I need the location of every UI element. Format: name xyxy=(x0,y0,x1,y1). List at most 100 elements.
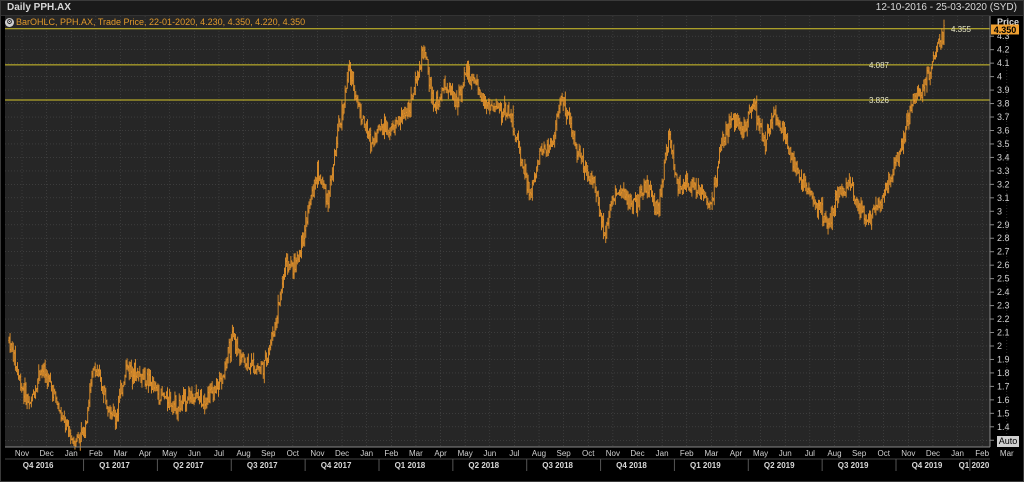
time-axis: Nov Dec Jan Feb Mar Apr May Jun Jul Aug Sep Oct Nov D… xyxy=(5,446,1014,471)
legend-settings-icon[interactable]: ⚙ xyxy=(5,18,14,27)
ohlc-bar xyxy=(323,180,325,190)
month-label: Mar xyxy=(114,449,128,458)
month-label: Dec xyxy=(335,449,349,458)
ohlc-bar xyxy=(236,336,239,356)
quarter-label: Q1 2018 xyxy=(395,461,426,470)
y-tick-label: 2.9 xyxy=(997,220,1010,230)
quarter-label: Q3 2019 xyxy=(838,461,869,470)
reference-line-label: 4.355 xyxy=(951,25,972,34)
ohlc-bar xyxy=(49,372,52,383)
ohlc-bar xyxy=(249,362,252,375)
y-tick-label: 1.7 xyxy=(997,381,1010,391)
y-tick-label: 2.8 xyxy=(997,233,1010,243)
month-label: Aug xyxy=(532,449,546,458)
y-tick-label: 2.1 xyxy=(997,328,1010,338)
month-label: Sep xyxy=(261,449,276,458)
month-label: Oct xyxy=(582,449,595,458)
y-tick-label: 3 xyxy=(997,206,1002,216)
quarter-label: Q1 2017 xyxy=(99,461,130,470)
ohlc-bar xyxy=(69,429,72,445)
month-label: Sep xyxy=(557,449,572,458)
month-label: Jun xyxy=(188,449,201,458)
ohlc-bar xyxy=(642,192,644,201)
month-label: Apr xyxy=(434,449,447,458)
y-tick-label: 2.5 xyxy=(997,274,1010,284)
y-tick-label: 4.2 xyxy=(997,45,1010,55)
month-label: Apr xyxy=(730,449,743,458)
ohlc-bar xyxy=(215,378,218,394)
month-label: Jul xyxy=(805,449,815,458)
ohlc-bar xyxy=(488,98,491,115)
y-tick-label: 1.6 xyxy=(997,395,1010,405)
legend-text: BarOHLC, PPH.AX, Trade Price, 22-01-2020… xyxy=(16,17,306,27)
y-tick-label: 2.7 xyxy=(997,247,1010,257)
y-tick-label: 4.3 xyxy=(997,31,1010,41)
month-label: Jan xyxy=(360,449,373,458)
ohlc-bar xyxy=(711,191,713,210)
ohlc-bar xyxy=(943,19,945,45)
month-label: May xyxy=(458,449,473,458)
month-label: Dec xyxy=(630,449,644,458)
quarter-label: Q1 2019 xyxy=(690,461,721,470)
y-tick-label: 3.9 xyxy=(997,85,1010,95)
ohlc-bar xyxy=(416,70,419,86)
reference-line-label: 3.826 xyxy=(869,96,890,105)
ohlc-bar xyxy=(289,263,291,271)
month-label: Jan xyxy=(65,449,78,458)
month-label: Oct xyxy=(287,449,300,458)
ohlc-bar xyxy=(412,92,415,100)
ohlc-bar xyxy=(342,104,344,121)
month-label: Jan xyxy=(656,449,669,458)
ohlc-bar xyxy=(250,353,253,368)
month-label: Jun xyxy=(779,449,792,458)
month-label: Mar xyxy=(409,449,423,458)
auto-scale-button[interactable]: Auto xyxy=(997,436,1019,447)
month-label: Oct xyxy=(877,449,890,458)
month-label: Feb xyxy=(384,449,398,458)
y-tick-label: 1.4 xyxy=(997,422,1010,432)
ohlc-bar xyxy=(258,365,260,372)
month-label: May xyxy=(753,449,768,458)
y-tick-label: 2.6 xyxy=(997,260,1010,270)
y-tick-label: 1.5 xyxy=(997,408,1010,418)
y-tick-label: 2.4 xyxy=(997,287,1010,297)
quarter-label: Q2 2018 xyxy=(468,461,499,470)
month-label: Aug xyxy=(236,449,250,458)
price-axis: Price 1.31.41.51.61.71.81.922.12.22.32.4… xyxy=(989,16,1019,447)
y-tick-label: 3.1 xyxy=(997,193,1010,203)
last-price-box xyxy=(991,24,1019,35)
y-tick-label: 4.1 xyxy=(997,58,1010,68)
month-label: Feb xyxy=(89,449,103,458)
month-label: Nov xyxy=(310,449,324,458)
y-tick-label: 3.8 xyxy=(997,99,1010,109)
y-tick-label: 3.7 xyxy=(997,112,1010,122)
ohlc-bar xyxy=(697,178,700,195)
month-label: Nov xyxy=(606,449,620,458)
ohlc-bar xyxy=(446,82,449,94)
ohlc-bar xyxy=(395,117,397,129)
month-label: Apr xyxy=(139,449,152,458)
month-label: Mar xyxy=(1000,449,1014,458)
month-label: Sep xyxy=(852,449,867,458)
quarter-label: Q4 2019 xyxy=(912,461,943,470)
month-label: Jan xyxy=(951,449,964,458)
ohlc-bar xyxy=(386,122,389,136)
horizontal-lines: 4.355 4.087 3.826 xyxy=(5,25,990,105)
quarter-label: Q3 2018 xyxy=(542,461,573,470)
reference-line-label: 4.087 xyxy=(869,61,890,70)
quarter-label: Q4 2018 xyxy=(616,461,647,470)
ohlc-bar xyxy=(28,396,31,410)
month-label: Dec xyxy=(926,449,940,458)
y-tick-label: 3.5 xyxy=(997,139,1010,149)
ohlc-bar xyxy=(361,119,363,125)
ohlc-bar xyxy=(544,144,546,150)
ohlc-bar xyxy=(126,358,128,370)
quarter-label: Q4 2017 xyxy=(321,461,352,470)
ohlc-bar xyxy=(662,179,664,188)
month-label: Jul xyxy=(509,449,519,458)
plot-background xyxy=(5,16,990,447)
month-label: Jun xyxy=(483,449,496,458)
ohlc-bar xyxy=(666,146,669,156)
y-tick-label: 1.9 xyxy=(997,354,1010,364)
